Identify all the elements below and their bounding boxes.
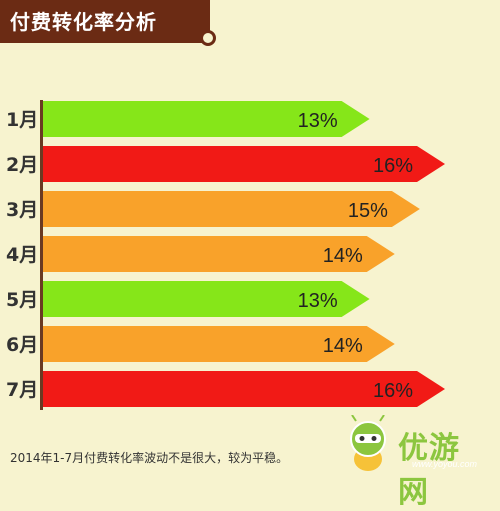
category-label: 1月	[6, 109, 38, 131]
footnote: 2014年1-7月付费转化率波动不是很大，较为平稳。	[10, 451, 289, 465]
value-label: 15%	[348, 200, 388, 222]
value-label: 13%	[298, 290, 338, 312]
category-label: 5月	[6, 289, 38, 311]
bar-6	[43, 326, 395, 362]
category-label: 2月	[6, 154, 38, 176]
site-logo: 优游网 www.yoyou.com	[340, 414, 490, 510]
chart: 1月 13% 2月 16% 3月 15% 4月 14% 5月 13% 6月 14% 7月 16%	[6, 101, 445, 407]
bar-7	[43, 371, 445, 407]
header-band: 付费转化率分析	[0, 0, 210, 43]
bar-3	[43, 191, 420, 227]
page-title: 付费转化率分析	[10, 10, 157, 34]
category-label: 4月	[6, 244, 38, 266]
category-label: 3月	[6, 199, 38, 221]
bar-1	[43, 101, 370, 137]
value-label: 14%	[323, 335, 363, 357]
bar-2	[43, 146, 445, 182]
bar-5	[43, 281, 370, 317]
bar-4	[43, 236, 395, 272]
header-ring-ornament	[200, 30, 216, 46]
logo-subtext: www.yoyou.com	[412, 459, 478, 469]
category-label: 6月	[6, 334, 38, 356]
mascot-icon	[350, 414, 386, 471]
value-label: 16%	[373, 155, 413, 177]
value-label: 13%	[298, 110, 338, 132]
y-axis-line	[40, 100, 43, 410]
category-label: 7月	[6, 379, 38, 401]
value-label: 14%	[323, 245, 363, 267]
value-label: 16%	[373, 380, 413, 402]
header-divider	[0, 36, 205, 39]
